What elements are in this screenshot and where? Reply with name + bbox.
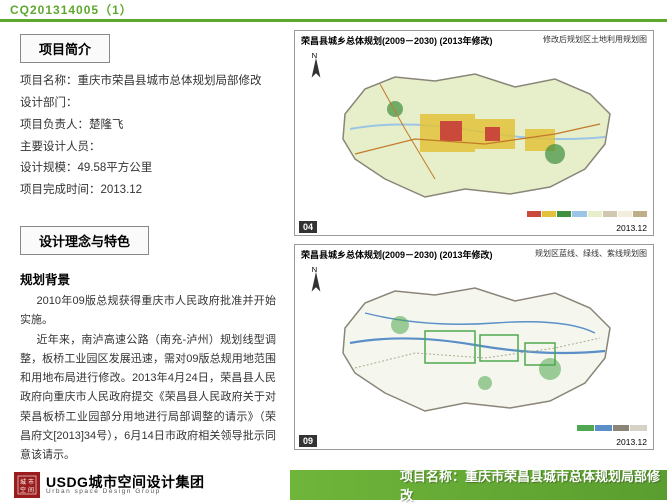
label-lead: 项目负责人： bbox=[20, 119, 89, 131]
section-title-intro: 项目简介 bbox=[20, 34, 110, 63]
field-dept: 设计部门： bbox=[20, 93, 276, 115]
map2-date: 2013.12 bbox=[616, 437, 647, 447]
map2-legend bbox=[577, 421, 647, 435]
footer-title-strip: 项目名称：重庆市荣昌县城市总体规划局部修改 bbox=[290, 470, 667, 500]
map1-footer: 04 2013.12 bbox=[299, 221, 647, 233]
logo-main-text: USDG城市空间设计集团 bbox=[46, 475, 204, 489]
field-scale: 设计规模：49.58平方公里 bbox=[20, 158, 276, 180]
map-panel-1: 荣昌县城乡总体规划(2009－2030) (2013年修改) 修改后规划区土地利… bbox=[294, 30, 654, 236]
right-column: 荣昌县城乡总体规划(2009－2030) (2013年修改) 修改后规划区土地利… bbox=[290, 22, 667, 470]
svg-text:空: 空 bbox=[20, 486, 26, 494]
field-project-name: 项目名称：重庆市荣昌县城市总体规划局部修改 bbox=[20, 71, 276, 93]
label-name: 项目名称： bbox=[20, 75, 78, 87]
field-done: 项目完成时间：2013.12 bbox=[20, 180, 276, 202]
map1-legend bbox=[527, 207, 647, 221]
footer-bar: 城市空间 USDG城市空间设计集团 Urban space Design Gro… bbox=[0, 470, 667, 500]
value-name: 重庆市荣昌县城市总体规划局部修改 bbox=[78, 75, 262, 87]
map2-title-row: 荣昌县城乡总体规划(2009－2030) (2013年修改) 规划区蓝线、绿线、… bbox=[301, 248, 647, 261]
paragraph-1: 2010年09版总规获得重庆市人民政府批准并开始实施。 bbox=[20, 292, 276, 331]
section-title-concept: 设计理念与特色 bbox=[20, 226, 149, 255]
map1-svg bbox=[325, 59, 625, 209]
svg-text:城: 城 bbox=[20, 479, 26, 486]
map1-title-row: 荣昌县城乡总体规划(2009－2030) (2013年修改) 修改后规划区土地利… bbox=[301, 34, 647, 47]
footer-project-label: 项目名称： bbox=[400, 469, 465, 484]
logo-block: 城市空间 USDG城市空间设计集团 Urban space Design Gro… bbox=[0, 470, 290, 500]
map2-svg bbox=[325, 273, 625, 423]
label-dept: 设计部门： bbox=[20, 97, 78, 109]
svg-text:市: 市 bbox=[28, 478, 34, 486]
value-done: 2013.12 bbox=[101, 184, 143, 196]
map1-title: 荣昌县城乡总体规划(2009－2030) (2013年修改) bbox=[301, 34, 493, 47]
document-code: CQ201314005（1） bbox=[10, 1, 133, 18]
map1-date: 2013.12 bbox=[616, 223, 647, 233]
map2-title: 荣昌县城乡总体规划(2009－2030) (2013年修改) bbox=[301, 248, 493, 261]
label-done: 项目完成时间： bbox=[20, 184, 101, 196]
field-staff: 主要设计人员： bbox=[20, 137, 276, 159]
map2-body bbox=[295, 261, 653, 433]
value-scale: 49.58平方公里 bbox=[78, 162, 153, 174]
map-panel-2: 荣昌县城乡总体规划(2009－2030) (2013年修改) 规划区蓝线、绿线、… bbox=[294, 244, 654, 450]
field-lead: 项目负责人：楚隆飞 bbox=[20, 115, 276, 137]
logo-text: USDG城市空间设计集团 Urban space Design Group bbox=[46, 475, 204, 496]
header-bar: CQ201314005（1） bbox=[0, 0, 667, 22]
map1-subtitle: 修改后规划区土地利用规划图 bbox=[543, 34, 647, 47]
value-lead: 楚隆飞 bbox=[89, 119, 124, 131]
map1-body bbox=[295, 47, 653, 219]
main-content: 项目简介 项目名称：重庆市荣昌县城市总体规划局部修改 设计部门： 项目负责人：楚… bbox=[0, 22, 667, 470]
map2-footer: 09 2013.12 bbox=[299, 435, 647, 447]
map2-subtitle: 规划区蓝线、绿线、紫线规划图 bbox=[535, 248, 647, 261]
label-staff: 主要设计人员： bbox=[20, 141, 101, 153]
section-concept: 设计理念与特色 规划背景 2010年09版总规获得重庆市人民政府批准并开始实施。… bbox=[20, 226, 276, 465]
map1-number: 04 bbox=[299, 221, 317, 233]
footer-project-title: 项目名称：重庆市荣昌县城市总体规划局部修改 bbox=[400, 466, 667, 504]
svg-text:间: 间 bbox=[28, 486, 34, 494]
sub-heading-background: 规划背景 bbox=[20, 269, 276, 288]
logo-seal-icon: 城市空间 bbox=[14, 472, 40, 498]
label-scale: 设计规模： bbox=[20, 162, 78, 174]
map2-number: 09 bbox=[299, 435, 317, 447]
left-column: 项目简介 项目名称：重庆市荣昌县城市总体规划局部修改 设计部门： 项目负责人：楚… bbox=[0, 22, 290, 470]
paragraph-2: 近年来，南泸高速公路（南充-泸州）规划线型调整，板桥工业园区发展迅速，需对09版… bbox=[20, 331, 276, 466]
